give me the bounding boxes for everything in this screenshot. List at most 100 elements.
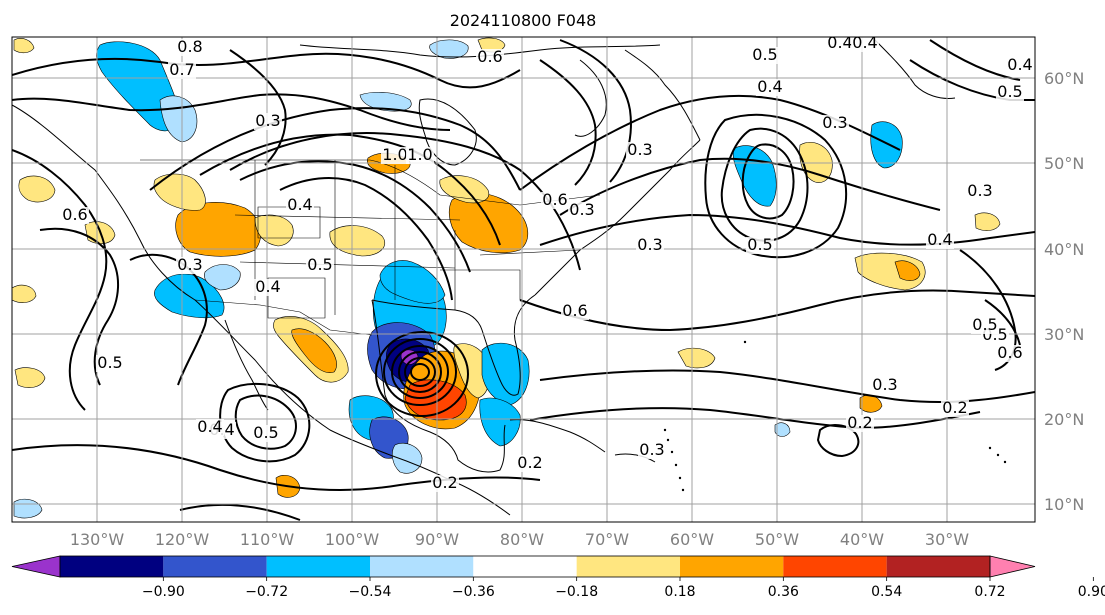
longitude-label: 90°W xyxy=(415,530,459,549)
border-state-4 xyxy=(234,214,461,221)
contour-label: 0.5 xyxy=(752,45,777,64)
shade-blue-newfoundland xyxy=(732,145,777,207)
colorbar-extend-high xyxy=(989,555,1036,578)
colorbar-tick-label: 0.18 xyxy=(664,584,695,600)
colorbar-bin xyxy=(886,556,990,577)
border-state-5 xyxy=(239,261,456,269)
contour-label: 0.4 xyxy=(1007,55,1032,74)
colorbar-tick-label: 0.72 xyxy=(974,584,1005,600)
border-us-mexico xyxy=(194,299,373,336)
shade-yellow-east xyxy=(974,212,1001,231)
contour-west-1 xyxy=(12,149,108,411)
contour-label: 0.6 xyxy=(562,301,587,320)
contour-label-background xyxy=(996,84,1024,101)
colorbar-tick-label: 0.36 xyxy=(768,584,799,600)
contour-atlantic-3 xyxy=(704,113,848,259)
shade-blue-texas xyxy=(379,260,446,304)
contour-label: 0.3 xyxy=(639,440,664,459)
contour-label: 0.5 xyxy=(307,255,332,274)
colorbar-tick-label: 0.90 xyxy=(1078,584,1105,600)
latitude-label: 60°N xyxy=(1044,69,1084,88)
contour-label-background xyxy=(1006,57,1034,74)
contour-label: 1.0 xyxy=(407,145,432,164)
contour-label-background xyxy=(751,47,779,64)
contour-label: 1.0 xyxy=(382,145,407,164)
contour-west-2 xyxy=(39,227,120,386)
contour-east-2 xyxy=(559,157,941,216)
coast-cuba xyxy=(509,419,606,453)
border-box-3 xyxy=(440,269,521,300)
shade-orange-midatl xyxy=(894,260,921,281)
latitude-labels: 60°N 50°N 40°N 30°N 20°N 10°N xyxy=(1044,69,1084,514)
contour-label-background xyxy=(821,115,849,132)
contour-label: 0.5 xyxy=(997,82,1022,101)
contour-canada-west xyxy=(229,49,287,166)
contour-label: 0.3 xyxy=(569,200,594,219)
map-panel: 0.70.80.6 0.50.40.30.41.00.40.60.50.30.40… xyxy=(11,33,1036,523)
contour-label: 0.3 xyxy=(255,111,280,130)
map-title: 2024110800 F048 xyxy=(450,11,597,30)
colorbar-bin xyxy=(60,556,164,577)
contour-south-1 xyxy=(12,444,541,491)
contour-ne-atl-2 xyxy=(984,299,1021,346)
contour-labels: 0.70.80.6 0.50.40.30.41.00.40.60.50.30.40… xyxy=(61,33,1034,492)
contour-cyclone-6 xyxy=(375,331,469,417)
shade-yellow-west-coast xyxy=(18,175,56,203)
colorbar-extend-low xyxy=(11,555,61,578)
contours xyxy=(12,39,1035,521)
colorbar-bin xyxy=(266,556,370,577)
colorbar-tick-label: 0.54 xyxy=(871,584,902,600)
colorbar-bin xyxy=(473,556,577,577)
contour-cyclone-2 xyxy=(404,357,436,387)
contour-label-background xyxy=(254,279,282,296)
colorbar-tick-label: −0.90 xyxy=(142,584,185,600)
contour-label: 0.6 xyxy=(997,343,1022,362)
coast-baffin xyxy=(574,59,607,137)
contour-west-3 xyxy=(129,253,208,386)
contour-label-background xyxy=(406,147,434,164)
contour-label-background xyxy=(96,355,124,372)
contour-label-background xyxy=(871,377,899,394)
coast-hispaniola xyxy=(614,453,656,463)
contour-label: 0.7 xyxy=(169,60,194,79)
contour-label-background xyxy=(638,442,666,459)
contour-label: 0.3 xyxy=(822,113,847,132)
contour-jet-1 xyxy=(149,107,521,191)
contour-label: 0.4 xyxy=(287,195,312,214)
longitude-label: 80°W xyxy=(500,530,544,549)
contour-atlantic-2 xyxy=(741,143,795,220)
contour-label: 0.5 xyxy=(253,423,278,442)
colorbar: −0.90 −0.72 −0.54 −0.36 −0.18 0.18 0.36 0.54 0.7… xyxy=(11,555,1105,600)
contour-label: 0.3 xyxy=(872,375,897,394)
contour-label-background xyxy=(476,49,504,66)
colorbar-bin xyxy=(783,556,887,577)
coast-baja xyxy=(224,319,269,411)
longitude-label: 130°W xyxy=(70,530,125,549)
colorbar-tick-label: −0.36 xyxy=(452,584,495,600)
contour-label-background xyxy=(168,62,196,79)
contour-label: 0.6 xyxy=(542,190,567,209)
contour-label-background xyxy=(196,419,224,436)
contour-label: 0.4 xyxy=(197,417,222,436)
longitude-label: 100°W xyxy=(325,530,380,549)
colorbar-bin xyxy=(576,556,680,577)
contour-label-background xyxy=(568,202,596,219)
contour-label: 0.4 xyxy=(827,33,852,52)
contour-label: 0.6 xyxy=(477,47,502,66)
contour-label-background xyxy=(561,303,589,320)
latitude-label: 50°N xyxy=(1044,154,1084,173)
longitude-label: 110°W xyxy=(240,530,295,549)
contour-canada-mid-2 xyxy=(559,39,632,183)
longitude-label: 120°W xyxy=(155,530,210,549)
contour-label-background xyxy=(626,142,654,159)
contour-arctic-2 xyxy=(12,93,451,131)
contour-label-background xyxy=(306,257,334,274)
colorbar-tick-label: −0.18 xyxy=(555,584,598,600)
latitude-label: 10°N xyxy=(1044,495,1084,514)
contour-east-3 xyxy=(539,213,1035,246)
contour-label-background xyxy=(541,192,569,209)
shade-yellow-caribbean xyxy=(677,347,716,369)
coast-gulf xyxy=(371,299,506,473)
contour-jet-4 xyxy=(279,177,453,301)
contour-label-background xyxy=(254,113,282,130)
